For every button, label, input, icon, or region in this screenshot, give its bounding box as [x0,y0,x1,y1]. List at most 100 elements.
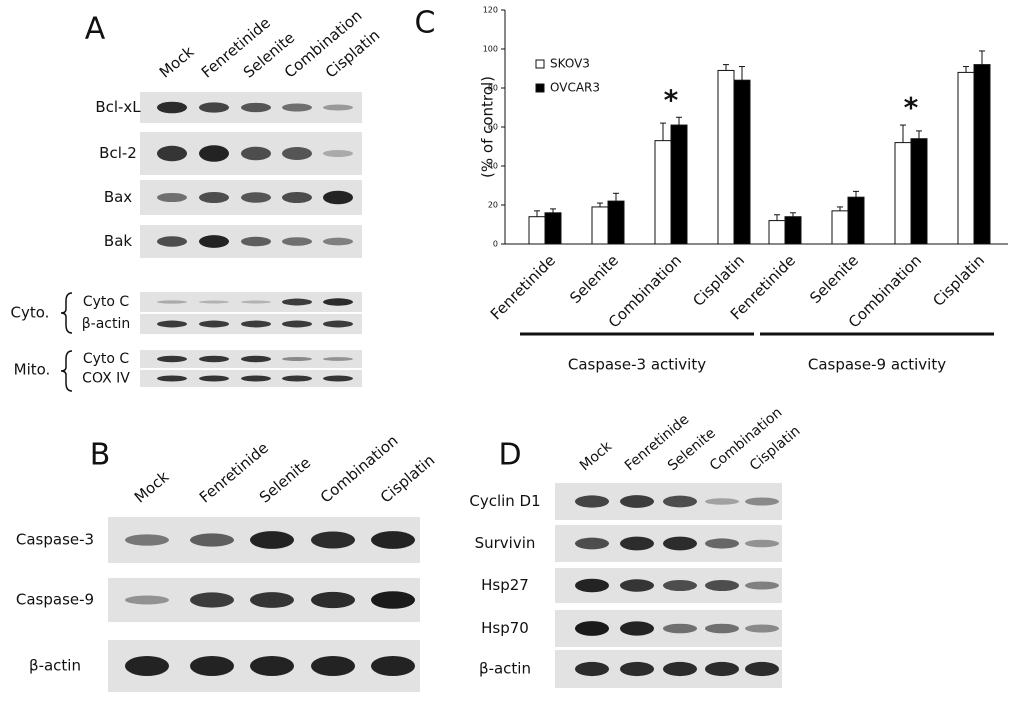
band [241,375,271,382]
panel-label: C [415,6,436,41]
band [323,375,353,382]
band [705,538,739,549]
blot [140,292,362,312]
band [125,655,169,677]
band [620,661,654,677]
y-tick-label: 80 [488,84,498,93]
band [157,145,187,162]
row-label: Bak [104,232,132,250]
band [663,536,697,551]
band [575,661,609,677]
legend-label: SKOV3 [550,57,590,71]
band [157,192,187,203]
brace [60,350,73,392]
band [620,579,654,592]
bar [607,200,625,245]
y-tick-label: 100 [483,45,498,54]
bar [784,216,802,245]
row-label: COX IV [82,371,130,387]
band [745,539,779,548]
band [190,655,234,677]
band [125,534,169,546]
band [282,147,312,160]
band [705,623,739,634]
band [199,355,229,363]
band [241,320,271,328]
band [323,320,353,328]
row-label: Caspase-9 [16,591,94,609]
row-label: Bcl-xL [95,98,141,116]
band [199,300,229,304]
band [199,191,229,204]
band [282,298,312,306]
band [157,236,187,247]
y-tick-label: 0 [493,240,498,249]
band [157,375,187,382]
brace [60,292,73,334]
legend-swatch [535,83,545,93]
band [190,592,234,608]
band [190,533,234,547]
row-label: Bcl-2 [99,144,137,162]
band [311,591,355,609]
band [745,624,779,633]
panel-label: A [85,12,106,47]
row-label: β-actin [479,660,531,678]
bar [654,140,672,245]
y-tick-label: 40 [488,162,498,171]
band [705,579,739,592]
row-label: Caspase-3 [16,531,94,549]
row-label: Cyclin D1 [469,492,540,510]
group-label: Caspase-9 activity [808,356,946,374]
band [705,498,739,505]
row-label: Bax [104,188,132,206]
band [282,237,312,246]
band [241,102,271,113]
bar [528,216,546,245]
band [575,621,609,636]
band [157,101,187,114]
band [125,595,169,605]
y-tick-label: 20 [488,201,498,210]
band [241,355,271,363]
band [323,150,353,157]
band [745,581,779,590]
row-label: Cyto C [83,351,130,367]
band [323,298,353,306]
bar [847,196,865,245]
band [705,661,739,677]
band [199,145,229,162]
band [371,591,415,609]
band [199,320,229,328]
row-label: Hsp70 [481,619,529,637]
row-label: Hsp27 [481,576,529,594]
fraction-label: Mito. [14,361,51,379]
bar [768,220,786,245]
band [250,531,294,549]
band [157,355,187,363]
band [663,623,697,634]
bar [717,69,735,245]
band [620,536,654,551]
band [575,537,609,550]
band [620,621,654,636]
row-label: Survivin [475,534,536,552]
band [282,191,312,204]
band [323,190,353,205]
bar [544,212,562,245]
band [745,497,779,506]
bar [910,138,928,245]
band [663,579,697,592]
band [371,655,415,677]
bar [973,64,991,245]
panel-label: B [90,438,111,473]
band [241,236,271,247]
band [250,592,294,608]
band [620,495,654,508]
band [323,104,353,111]
y-tick-label: 60 [488,123,498,132]
band [311,655,355,677]
band [745,661,779,677]
bar [733,79,751,245]
